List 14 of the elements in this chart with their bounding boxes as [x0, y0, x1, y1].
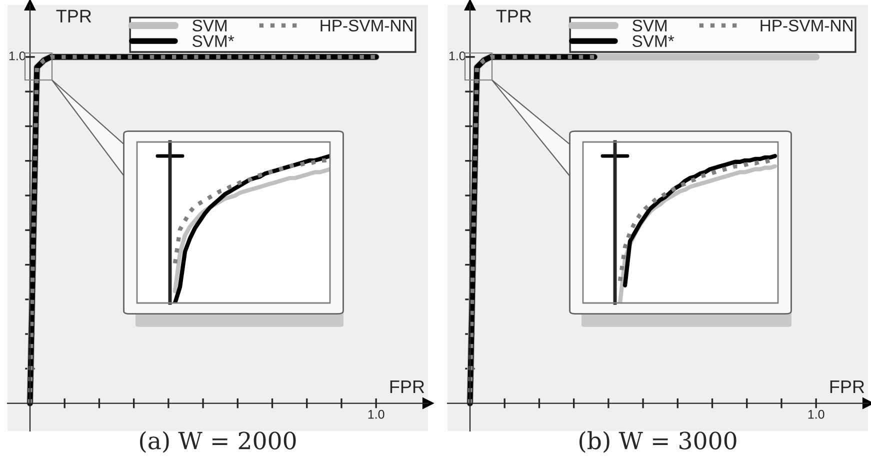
- y-axis-title: TPR: [496, 10, 532, 22]
- legend-label: SVM*: [632, 35, 674, 48]
- text: (a) W = 2000: [140, 431, 296, 453]
- legend-label: SVM*: [192, 35, 234, 48]
- legend-label: HP-SVM-NN: [760, 20, 852, 32]
- text: 1.0: [368, 410, 384, 419]
- text: (b) W = 3000: [580, 431, 736, 453]
- legend-label: HP-SVM-NN: [320, 20, 412, 32]
- legend-label: SVM: [632, 20, 666, 32]
- legend-label: SVM: [192, 20, 226, 32]
- text: 1.0: [808, 410, 824, 419]
- y-axis-title: TPR: [56, 10, 92, 22]
- x-axis-title: FPR: [830, 380, 864, 393]
- x-axis-title: FPR: [390, 380, 424, 393]
